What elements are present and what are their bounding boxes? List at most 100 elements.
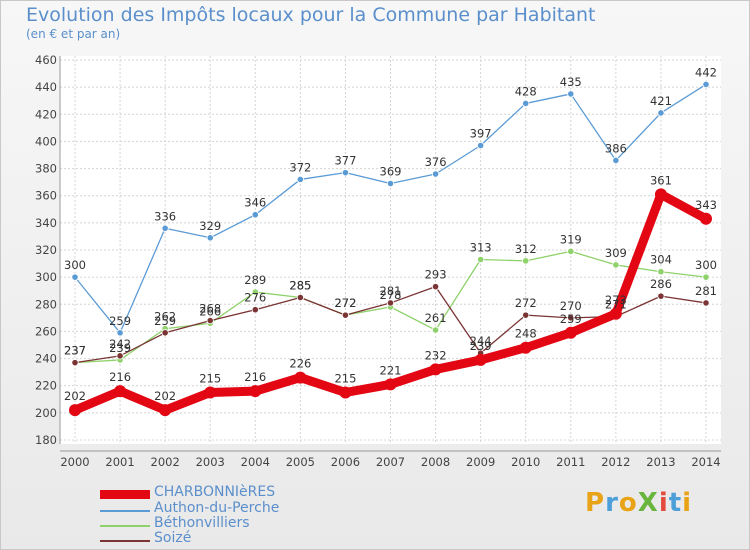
data-point — [654, 188, 667, 201]
data-point — [564, 326, 577, 339]
data-point — [341, 169, 350, 177]
data-point — [609, 307, 622, 320]
x-tick-label: 2006 — [331, 455, 360, 469]
x-tick-label: 2009 — [466, 455, 495, 469]
legend-label: Béthonvilliers — [154, 515, 250, 531]
data-point — [386, 179, 395, 188]
x-tick-label: 2008 — [421, 455, 450, 469]
data-label: 361 — [650, 173, 672, 187]
logo-letter: t — [668, 488, 683, 518]
data-label: 313 — [470, 241, 492, 255]
data-point — [69, 404, 81, 417]
data-point — [474, 353, 487, 366]
data-point — [116, 329, 124, 337]
x-tick-label: 2001 — [105, 455, 134, 469]
data-label: 259 — [560, 312, 582, 326]
y-tick-label: 360 — [35, 189, 57, 203]
data-point — [477, 141, 485, 150]
data-label: 346 — [244, 196, 266, 210]
data-point — [384, 378, 397, 391]
data-label: 386 — [605, 141, 627, 155]
data-point — [612, 261, 620, 269]
data-point — [702, 299, 710, 307]
y-tick-label: 300 — [35, 270, 57, 284]
data-label: 242 — [109, 337, 131, 351]
data-label: 271 — [605, 298, 627, 312]
data-label: 259 — [154, 314, 176, 328]
data-label: 237 — [64, 344, 86, 358]
data-point — [567, 90, 575, 98]
data-label: 329 — [199, 219, 221, 233]
x-tick-label: 2012 — [601, 455, 630, 469]
data-point — [702, 80, 710, 89]
x-tick-label: 2007 — [376, 455, 405, 469]
data-point — [161, 224, 169, 232]
data-point — [567, 247, 575, 255]
legend-swatch — [100, 490, 150, 499]
data-point — [116, 352, 124, 360]
data-label: 377 — [334, 154, 356, 168]
x-tick-label: 2014 — [691, 455, 720, 469]
data-label: 309 — [605, 246, 627, 260]
data-label: 281 — [695, 284, 717, 298]
data-label: 312 — [515, 242, 537, 256]
data-point — [431, 326, 440, 334]
data-label: 226 — [289, 357, 311, 371]
y-tick-label: 220 — [35, 379, 57, 393]
data-point — [161, 329, 169, 337]
data-label: 273 — [605, 293, 627, 307]
data-label: 300 — [695, 258, 717, 272]
data-point — [159, 404, 172, 417]
y-tick-label: 460 — [35, 53, 57, 67]
data-label: 266 — [199, 304, 221, 318]
legend-label: Soizé — [154, 530, 192, 546]
x-tick-label: 2010 — [511, 455, 540, 469]
data-label: 281 — [380, 284, 402, 298]
data-point — [657, 109, 665, 117]
data-point — [294, 371, 307, 384]
data-point — [431, 283, 440, 291]
data-label: 239 — [109, 341, 131, 355]
data-label: 272 — [334, 296, 356, 310]
y-tick-label: 280 — [35, 297, 57, 311]
data-label: 232 — [425, 348, 447, 362]
data-label: 216 — [244, 370, 266, 384]
data-label: 239 — [470, 339, 492, 353]
x-tick-label: 2011 — [556, 455, 585, 469]
legend-label: Authon-du-Perche — [154, 500, 280, 516]
data-label: 285 — [289, 279, 311, 293]
chart-subtitle: (en € et par an) — [26, 27, 121, 41]
data-label: 421 — [650, 94, 672, 108]
data-label: 304 — [650, 253, 672, 267]
data-point — [386, 299, 395, 307]
proxiti-logo: ProXiti — [585, 488, 692, 518]
data-label: 372 — [289, 160, 311, 174]
data-label: 221 — [380, 363, 402, 377]
data-label: 300 — [64, 258, 86, 272]
data-label: 285 — [289, 279, 311, 293]
y-tick-label: 320 — [35, 243, 57, 257]
x-tick-label: 2000 — [60, 455, 89, 469]
data-point — [71, 273, 79, 281]
data-point — [339, 386, 352, 399]
data-label: 216 — [109, 370, 131, 384]
data-point — [657, 292, 665, 300]
legend-swatch — [100, 510, 150, 512]
data-point — [206, 234, 214, 242]
data-point — [251, 306, 259, 314]
y-tick-label: 200 — [35, 406, 57, 420]
data-point — [702, 273, 710, 281]
data-point — [431, 170, 440, 178]
data-label: 248 — [515, 327, 537, 341]
data-label: 270 — [560, 299, 582, 313]
data-label: 237 — [64, 344, 86, 358]
data-label: 293 — [425, 268, 447, 282]
data-point — [522, 257, 530, 265]
data-label: 369 — [380, 165, 402, 179]
data-point — [206, 316, 214, 325]
x-tick-label: 2004 — [241, 455, 270, 469]
data-label: 272 — [334, 296, 356, 310]
data-label: 202 — [64, 389, 86, 403]
logo-letter: i — [682, 488, 693, 518]
legend-swatch — [100, 525, 150, 527]
